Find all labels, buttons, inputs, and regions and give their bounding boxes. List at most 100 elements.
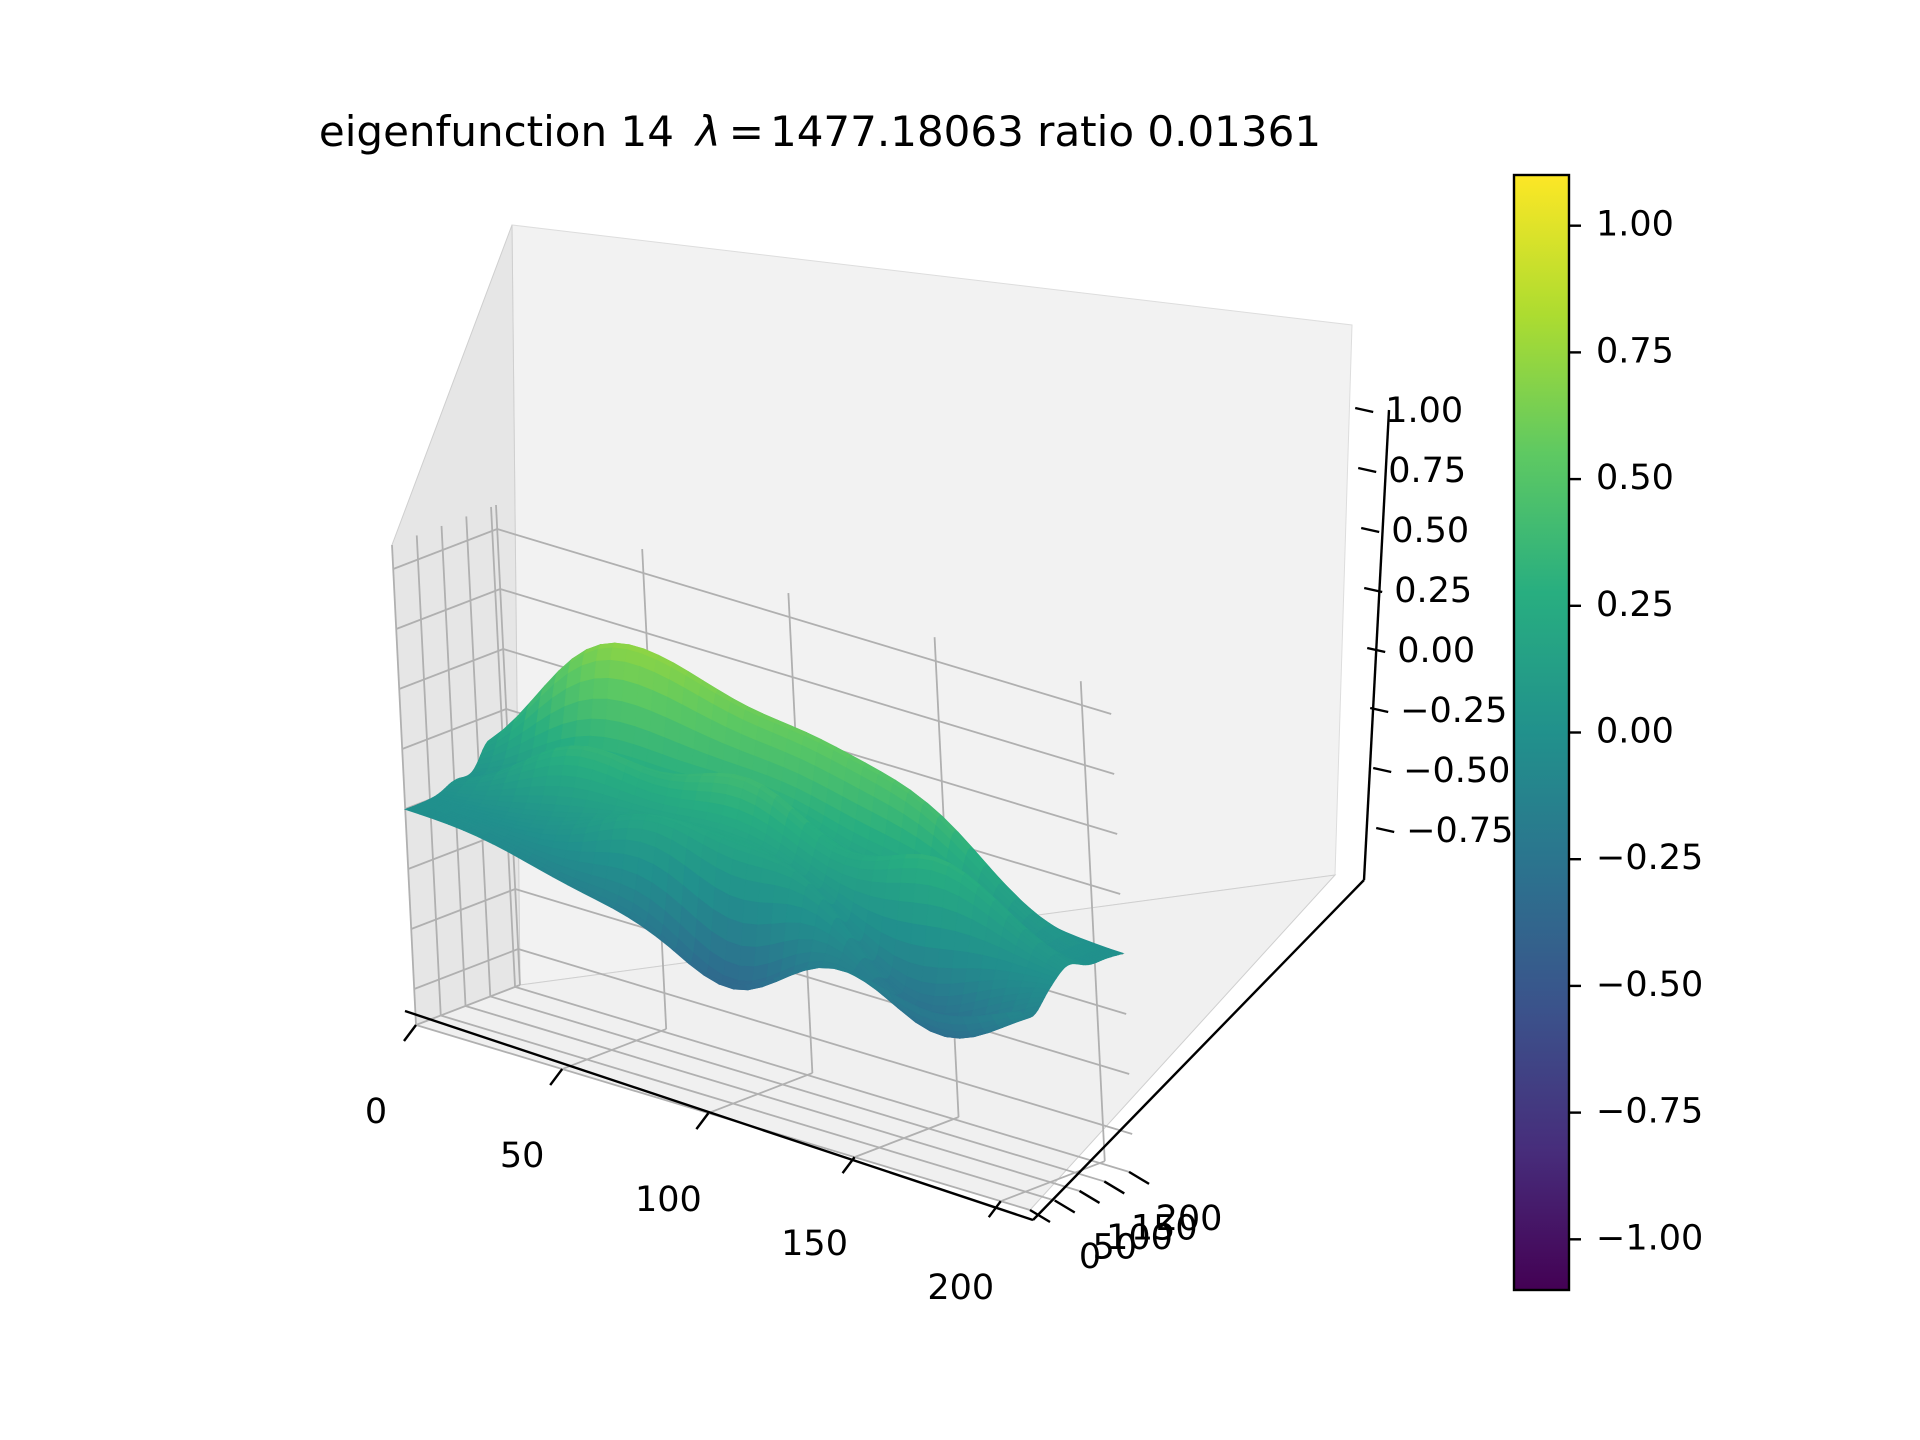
surface-patch <box>871 869 889 884</box>
surface-patch <box>548 816 567 823</box>
surface-patch <box>944 1004 962 1015</box>
z-left-grid-line <box>392 528 498 570</box>
y-axis-line <box>1032 879 1365 1221</box>
colorbar-tick-label: 0.75 <box>1596 331 1674 371</box>
z-axis-tick-mark <box>1354 406 1374 414</box>
colorbar-tick-label: −0.50 <box>1596 965 1703 1005</box>
chart-title: eigenfunction 14 λ = 1477.18063 ratio 0.013… <box>319 107 1321 156</box>
x-back-grid-line <box>1079 681 1106 1162</box>
colorbar-tick-label: 0.25 <box>1596 585 1674 625</box>
surface-patch <box>563 755 581 767</box>
surface-patch <box>513 786 532 797</box>
surface-patch <box>873 859 891 871</box>
surface-patch <box>950 968 968 985</box>
z-back-grid-line <box>514 888 1130 1075</box>
colorbar-tick-label: 1.00 <box>1596 205 1674 245</box>
surface-patch <box>594 659 612 680</box>
surface-patch <box>575 718 593 738</box>
surface-patch <box>511 795 530 804</box>
surface-patch <box>952 950 970 969</box>
colorbar-tick-label: −0.75 <box>1596 1092 1703 1132</box>
surface-patch <box>741 922 758 948</box>
surface-patch <box>484 789 503 797</box>
surface-patch <box>561 764 579 778</box>
x-axis-tick-mark <box>549 1068 564 1086</box>
surface-patch <box>927 885 945 909</box>
z-axis-tick-mark <box>1372 766 1392 774</box>
surface-patch <box>552 804 571 814</box>
axis-lines <box>404 409 1391 1222</box>
surface-patch <box>567 805 586 814</box>
surface-patch <box>884 882 902 902</box>
surface-patch <box>594 839 613 854</box>
x-axis-tick-mark <box>403 1024 417 1042</box>
x-axis-tick-mark <box>695 1112 710 1130</box>
z-back-grid-line <box>517 948 1133 1135</box>
x-axis-tick-mark <box>841 1156 856 1174</box>
surface-patch <box>592 677 610 700</box>
surface-patch <box>993 969 1011 981</box>
z-axis-tick-label: 1.00 <box>1385 391 1463 431</box>
surface-patch <box>978 968 997 982</box>
surface-patch <box>608 659 626 681</box>
x-axis-tick-label: 200 <box>927 1268 994 1308</box>
surface-patch <box>611 827 629 841</box>
surface-patch <box>1031 987 1050 994</box>
x-axis-tick-label: 50 <box>500 1136 545 1176</box>
x-floor-grid-line <box>1000 1160 1106 1203</box>
surface-patch <box>564 812 583 819</box>
surface-patch <box>913 883 931 906</box>
surface-patch <box>739 945 757 968</box>
y-left-grid-line <box>391 544 417 1026</box>
z-axis-tick-label: 0.50 <box>1391 511 1469 551</box>
surface-patch <box>785 904 803 924</box>
surface-patch <box>923 946 941 969</box>
x-axis-line <box>404 1009 1034 1222</box>
surface-patch <box>910 923 928 948</box>
y-axis-tick-mark <box>1128 1170 1150 1185</box>
z-axis-tick-label: −0.50 <box>1403 751 1510 791</box>
surface-patch <box>921 966 939 985</box>
x-floor-grid-line <box>708 1072 813 1114</box>
z-back-grid-line <box>499 588 1115 775</box>
x-axis-ticks: 0 50 100 150 200 <box>365 1024 1002 1308</box>
surface-patch <box>698 775 717 784</box>
y-floor-grid-line <box>514 986 1130 1173</box>
surface-patch <box>545 821 564 827</box>
surface-plot <box>403 642 1125 1039</box>
z-left-grid-line <box>401 708 507 750</box>
surface-patch <box>860 856 879 863</box>
z-axis-tick-label: −0.25 <box>1400 691 1507 731</box>
surface-patch <box>911 902 929 927</box>
surface-patch <box>567 833 586 843</box>
surface-patch <box>596 828 615 842</box>
surface-patch <box>544 775 563 787</box>
surface-patch <box>926 904 944 929</box>
surface-patch <box>898 882 916 904</box>
y-floor-grid-line <box>490 995 1105 1183</box>
z-left-grid-line <box>413 948 519 990</box>
surface-patch <box>937 948 955 970</box>
surface-patch <box>903 853 922 860</box>
surface-patch <box>939 928 957 952</box>
colorbar-tick-label: 0.50 <box>1596 458 1674 498</box>
x-axis-tick-label: 100 <box>635 1180 702 1220</box>
z-axis-tick-mark <box>1369 706 1389 714</box>
z-axis-tick-mark <box>1357 466 1377 474</box>
surface-patch <box>557 786 575 799</box>
z-axis-tick-mark <box>1375 826 1395 834</box>
y-axis-tick-mark <box>1103 1180 1125 1195</box>
z-axis-line <box>1362 409 1391 881</box>
surface-patch <box>964 968 982 984</box>
y-axis-tick-mark <box>1054 1199 1076 1214</box>
surface-patch <box>931 996 950 1007</box>
y-axis-tick-mark <box>1078 1189 1101 1204</box>
surface-patch <box>627 819 646 830</box>
surface-patch <box>542 785 561 797</box>
surface-patch <box>900 868 918 885</box>
surface-patch <box>559 775 577 789</box>
surface-patch <box>772 884 790 905</box>
z-axis-ticks: −0.75 −0.50 −0.25 0.00 0.25 0.50 0.75 1.00 <box>1354 391 1513 851</box>
surface-patch <box>858 860 877 871</box>
